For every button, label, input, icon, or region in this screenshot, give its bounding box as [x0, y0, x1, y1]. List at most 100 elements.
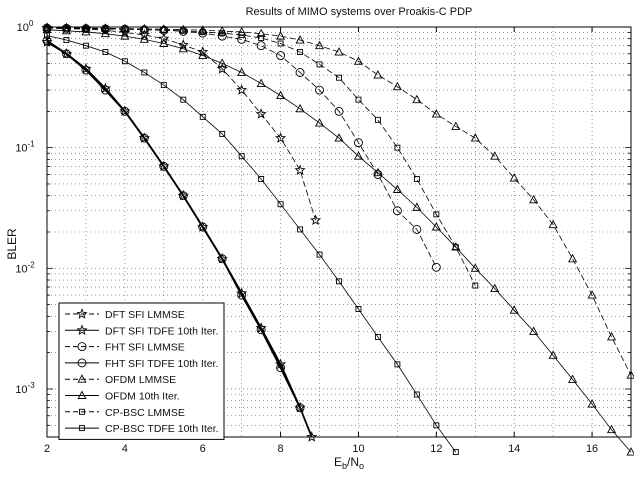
data-point	[355, 306, 362, 312]
data-point	[490, 283, 500, 292]
data-point	[178, 43, 188, 53]
data-point	[63, 37, 70, 43]
data-point	[490, 151, 500, 160]
data-point	[431, 109, 441, 118]
series-line	[46, 35, 457, 453]
data-point	[373, 167, 383, 177]
data-point	[412, 224, 422, 234]
data-point	[160, 27, 167, 34]
data-point	[310, 214, 322, 226]
data-point	[452, 244, 459, 251]
data-point	[353, 56, 364, 65]
data-point	[295, 35, 305, 44]
x-axis-label-sep: /N	[347, 455, 359, 469]
data-point	[177, 189, 189, 201]
x-axis-label: Eb/No	[334, 455, 364, 471]
data-point	[334, 106, 344, 116]
x-tick-label: 14	[508, 443, 520, 455]
data-point	[160, 82, 167, 89]
data-point	[294, 164, 306, 175]
data-point	[433, 422, 440, 429]
data-point	[548, 350, 558, 359]
x-axis-label-sub1: b	[342, 461, 347, 471]
data-point	[392, 206, 402, 216]
data-point	[295, 103, 305, 113]
data-point	[413, 391, 420, 398]
series-line	[46, 27, 476, 286]
data-point	[256, 28, 266, 38]
legend-label: DFT SFI LMMSE	[105, 309, 185, 321]
data-point	[275, 132, 287, 143]
data-point	[470, 133, 480, 142]
data-point	[159, 24, 169, 33]
x-axis-label-sub2: o	[359, 461, 364, 471]
data-point	[255, 108, 267, 119]
data-point	[373, 169, 383, 179]
data-point	[82, 25, 89, 32]
legend-marker	[76, 324, 88, 336]
data-point	[100, 85, 110, 95]
data-point	[61, 25, 72, 35]
legend-label: OFDM LMMSE	[105, 374, 176, 386]
y-tick-label: 10-3	[15, 381, 35, 396]
data-point	[119, 105, 131, 117]
data-point	[606, 331, 617, 341]
data-point	[198, 222, 208, 232]
y-axis-label: BLER	[5, 228, 19, 260]
data-point	[606, 424, 617, 434]
legend-marker	[77, 374, 87, 383]
data-point	[178, 191, 188, 201]
data-point	[315, 85, 324, 95]
data-point	[256, 325, 266, 335]
data-point	[336, 278, 342, 285]
y-tick-label: 10-2	[15, 260, 35, 275]
series-line	[46, 29, 632, 453]
data-point	[177, 39, 189, 50]
data-point	[138, 132, 150, 143]
legend-label: DFT SFI TDFE 10th Iter.	[105, 325, 218, 337]
x-tick-label: 16	[586, 443, 598, 455]
series-7	[44, 25, 479, 289]
data-point	[178, 24, 188, 34]
data-point	[198, 50, 208, 59]
x-tick-label: 2	[44, 443, 50, 455]
data-point	[141, 69, 148, 76]
data-point	[431, 262, 441, 272]
data-point	[237, 67, 247, 76]
legend-label: FHT SFI TDFE 10th Iter.	[105, 358, 218, 370]
data-point	[334, 133, 344, 142]
data-point	[297, 49, 304, 56]
data-point	[199, 113, 206, 120]
data-point	[217, 254, 227, 264]
chart-title: Results of MIMO systems over Proakis-C P…	[246, 6, 473, 18]
data-point	[412, 94, 422, 104]
x-tick-label: 8	[278, 443, 284, 455]
data-point	[120, 31, 130, 40]
legend-box	[58, 302, 225, 440]
data-point	[81, 65, 91, 75]
series-8	[44, 32, 459, 456]
data-point	[138, 29, 150, 40]
x-tick-label: 12	[430, 443, 442, 455]
data-point	[336, 74, 342, 81]
data-point	[258, 35, 265, 41]
series-line	[46, 27, 632, 376]
data-point	[197, 46, 209, 57]
legend-label: FHT SFI LMMSE	[105, 342, 185, 354]
data-point	[529, 194, 539, 204]
data-point	[316, 251, 323, 258]
data-point	[451, 121, 461, 130]
data-point	[392, 81, 402, 91]
data-point	[180, 27, 187, 34]
data-point	[314, 40, 325, 50]
data-point	[219, 130, 226, 137]
data-point	[102, 49, 109, 56]
data-point	[277, 40, 284, 47]
data-point	[306, 431, 318, 442]
data-point	[394, 361, 401, 368]
data-point	[276, 90, 286, 100]
data-point	[374, 116, 381, 123]
data-point	[139, 133, 149, 143]
data-point	[158, 32, 170, 44]
